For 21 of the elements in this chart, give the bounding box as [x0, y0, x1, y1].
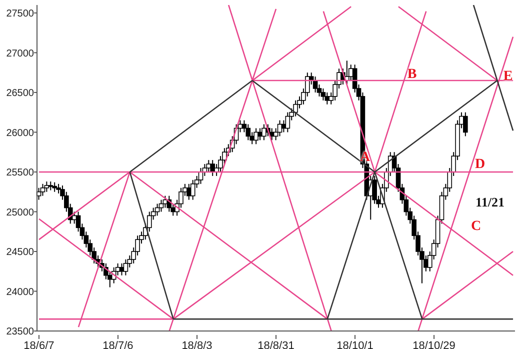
y-tick-label: 25500	[6, 168, 34, 179]
y-tick-label: 26000	[6, 128, 34, 139]
x-tick-label: 18/6/7	[24, 340, 54, 349]
y-tick-label: 25000	[6, 207, 34, 218]
x-tick-label: 18/10/29	[412, 340, 456, 349]
annotation: 11/21	[476, 194, 504, 210]
annotation: A	[360, 150, 370, 165]
annotation: E	[503, 69, 513, 84]
annotation: C	[470, 219, 482, 234]
y-tick-label: 27500	[6, 8, 34, 20]
x-tick-label: 18/8/3	[182, 340, 212, 349]
x-tick-label: 18/7/6	[102, 340, 134, 349]
y-tick-label: 27000	[6, 48, 34, 60]
y-tick-label: 23500	[6, 326, 34, 338]
y-tick-label: 24000	[6, 286, 34, 298]
y-tick-label: 24500	[6, 247, 34, 258]
annotation: D	[474, 157, 486, 172]
annotation: B	[407, 67, 417, 82]
x-tick-label: 18/8/31	[258, 340, 294, 349]
x-tick-label: 18/10/1	[336, 340, 374, 349]
y-tick-label: 26500	[6, 88, 34, 100]
